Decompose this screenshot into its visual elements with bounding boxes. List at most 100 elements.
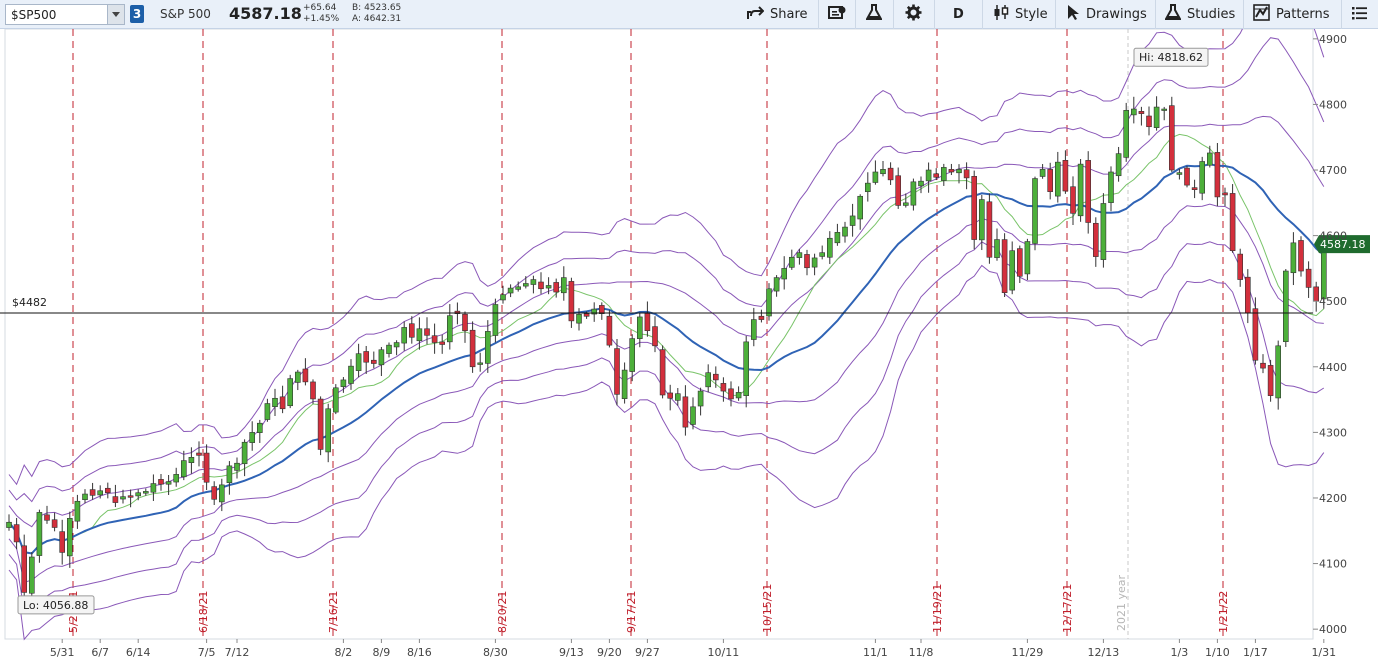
candle-body [89, 489, 96, 496]
candle-body [697, 390, 704, 407]
candle-body [6, 521, 12, 528]
style-button[interactable]: Style [993, 0, 1048, 29]
candle-body [925, 169, 932, 182]
candle-body [834, 232, 841, 244]
candle-body [758, 315, 765, 320]
candle-body [1115, 153, 1122, 177]
change-value: +65.64 [303, 3, 337, 13]
x-tick-label: 1/31 [1311, 646, 1336, 659]
x-tick-label: 6/7 [91, 646, 109, 659]
candle-body [226, 465, 233, 483]
candle-body [857, 195, 864, 220]
candle-body [340, 379, 347, 387]
news-button[interactable] [828, 0, 852, 29]
menu-icon [1352, 6, 1368, 24]
candle-body [1222, 192, 1228, 196]
candle-body [1169, 105, 1175, 171]
candle-body [766, 288, 772, 317]
candle-body [728, 388, 734, 400]
candle-body [294, 371, 301, 383]
candle-body [256, 422, 263, 433]
candle-body [105, 487, 111, 494]
y-tick-label: 4300 [1319, 426, 1347, 439]
candle-body [956, 169, 962, 174]
candle-body [386, 344, 392, 354]
flask-icon [865, 4, 883, 25]
candle-body [492, 304, 499, 336]
candle-body [234, 462, 240, 471]
candle-body [28, 556, 35, 594]
candle-body [469, 329, 476, 368]
candle-body [576, 314, 582, 324]
expiration-label: 1/21/22 [1217, 591, 1230, 633]
lab-button[interactable] [865, 0, 888, 29]
period-button[interactable]: D [953, 0, 964, 29]
gear-icon [905, 4, 922, 25]
studies-button[interactable]: Studies [1164, 0, 1235, 29]
candle-body [667, 392, 674, 399]
plot-frame [4, 28, 1314, 640]
share-button[interactable]: Share [746, 0, 808, 29]
candle-body [196, 452, 202, 456]
candle-body [1245, 276, 1251, 314]
symbol-input[interactable]: $SP500 [5, 4, 125, 25]
candle-body [1085, 160, 1091, 223]
x-tick-label: 9/13 [559, 646, 584, 659]
candle-body [127, 495, 134, 498]
candle-body [933, 173, 940, 178]
candle-body [644, 313, 651, 332]
candle-body [811, 257, 818, 268]
x-tick-label: 11/8 [909, 646, 934, 659]
x-tick-label: 9/20 [597, 646, 622, 659]
menu-button[interactable] [1352, 0, 1374, 29]
candle-body [1138, 111, 1145, 114]
candle-body [804, 254, 810, 269]
candle-body [424, 328, 430, 336]
candle-body [1313, 286, 1319, 302]
candle-body [1062, 160, 1069, 192]
candle-body [279, 396, 286, 410]
y-tick-label: 4100 [1319, 558, 1347, 571]
volatility-band [8, 203, 1324, 583]
candle-body [598, 305, 605, 314]
last-price-tag-label: 4587.18 [1320, 238, 1366, 251]
layout-badge[interactable]: 3 [130, 5, 144, 23]
candle-body [781, 268, 788, 280]
ask-value: A: 4642.31 [352, 14, 402, 24]
settings-button[interactable] [905, 0, 928, 29]
candle-body [1237, 253, 1243, 280]
toolbar: $SP500 3 S&P 500 4587.18 +65.64 +1.45% B… [0, 0, 1378, 29]
candle-body [112, 496, 119, 503]
candle-body [462, 313, 468, 332]
patterns-label: Patterns [1276, 7, 1330, 22]
candle-body [842, 226, 848, 237]
candle-body [1283, 270, 1289, 342]
expiration-label: 9/17/21 [625, 591, 638, 633]
patterns-button[interactable]: Patterns [1253, 0, 1330, 29]
x-tick-label: 1/10 [1205, 646, 1230, 659]
candle-body [439, 341, 446, 345]
candle-body [332, 387, 339, 413]
news-icon [828, 5, 846, 25]
candle-body [522, 283, 529, 287]
candle-body [819, 252, 826, 257]
candle-body [621, 369, 628, 399]
drawings-button[interactable]: Drawings [1066, 0, 1147, 29]
volatility-band [8, 264, 1325, 641]
symbol-dropdown-icon[interactable] [107, 5, 124, 24]
candle-body [880, 169, 886, 175]
fast-moving-average [8, 133, 1325, 554]
patterns-icon [1253, 4, 1270, 25]
candle-body [1305, 268, 1312, 288]
candle-body [158, 479, 164, 485]
candle-body [219, 484, 225, 503]
candle-body [1290, 242, 1297, 274]
cursor-icon [1066, 4, 1080, 25]
candle-body [887, 167, 894, 181]
candle-body [895, 175, 902, 206]
x-tick-label: 8/30 [483, 646, 508, 659]
candle-body [963, 169, 970, 179]
candle-body [1100, 203, 1107, 260]
